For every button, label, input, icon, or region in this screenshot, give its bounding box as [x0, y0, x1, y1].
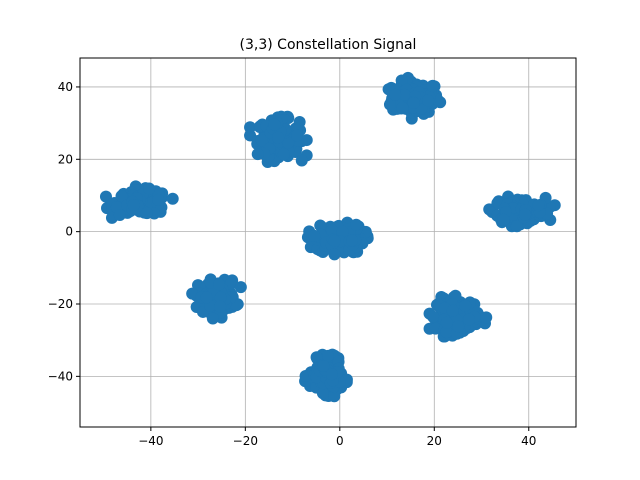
scatter-point — [350, 218, 363, 231]
scatter-point — [398, 88, 411, 101]
scatter-point — [251, 148, 264, 161]
scatter-point — [152, 193, 165, 206]
y-tick-label: −40 — [48, 369, 73, 383]
scatter-point — [277, 148, 290, 161]
y-tick-label: 20 — [58, 152, 73, 166]
scatter-point — [316, 387, 329, 400]
scatter-point — [532, 199, 545, 212]
scatter-point — [234, 281, 247, 294]
y-tick-label: 40 — [58, 80, 73, 94]
scatter-point — [127, 198, 140, 211]
scatter-point — [113, 209, 126, 222]
scatter-point — [325, 368, 338, 381]
scatter-point — [440, 316, 453, 329]
scatter-point — [440, 326, 453, 339]
plot-area-frame — [79, 57, 577, 428]
scatter-point — [429, 322, 442, 335]
scatter-point — [422, 94, 435, 107]
scatter-point — [213, 278, 226, 291]
scatter-point — [463, 313, 476, 326]
scatter-point — [300, 134, 313, 147]
x-tick-label: 20 — [427, 434, 442, 448]
scatter-point — [214, 300, 227, 313]
scatter-point — [321, 349, 334, 362]
y-tick-label: −20 — [48, 297, 73, 311]
scatter-point — [427, 310, 440, 323]
x-tick-label: 0 — [336, 434, 344, 448]
scatter-point — [317, 359, 330, 372]
x-tick-label: 40 — [521, 434, 536, 448]
scatter-point — [328, 234, 341, 247]
scatter-point — [519, 208, 532, 221]
scatter-point — [383, 98, 396, 111]
scatter-point — [407, 96, 420, 109]
scatter-point — [328, 390, 341, 403]
y-tick-label: 0 — [65, 225, 73, 239]
scatter-point — [510, 220, 523, 233]
scatter-point — [295, 154, 308, 167]
x-tick-label: −20 — [233, 434, 258, 448]
scatter-point — [186, 287, 199, 300]
scatter-point — [314, 219, 327, 232]
scatter-point — [308, 229, 321, 242]
scatter-point — [328, 248, 341, 261]
scatter-point — [325, 224, 338, 237]
x-tick-label: −40 — [138, 434, 163, 448]
scatter-point — [268, 118, 281, 131]
scatter-point — [282, 136, 295, 149]
scatter-point — [336, 225, 349, 238]
scatter-point — [459, 299, 472, 312]
scatter-point — [346, 234, 359, 247]
scatter-point — [140, 207, 153, 220]
scatter-point — [291, 129, 304, 142]
scatter-point — [272, 131, 285, 144]
scatter-point — [143, 182, 156, 195]
scatter-point — [426, 79, 439, 92]
scatter-point — [200, 291, 213, 304]
scatter-point — [166, 192, 179, 205]
scatter-point — [446, 304, 459, 317]
scatter-point — [497, 213, 510, 226]
chart-title: (3,3) Constellation Signal — [240, 37, 417, 53]
scatter-point — [206, 312, 219, 325]
scatter-point — [224, 277, 237, 290]
scatter-point — [480, 311, 493, 324]
scatter-point — [389, 88, 402, 101]
scatter-point — [214, 291, 227, 304]
scatter-points — [99, 71, 561, 403]
scatter-point — [452, 320, 465, 333]
axis-ticks: −40 −20 0 20 40 −40 −20 0 20 40 — [48, 80, 537, 448]
scatter-point — [115, 190, 128, 203]
scatter-point — [255, 134, 268, 147]
scatter-point — [396, 101, 409, 114]
